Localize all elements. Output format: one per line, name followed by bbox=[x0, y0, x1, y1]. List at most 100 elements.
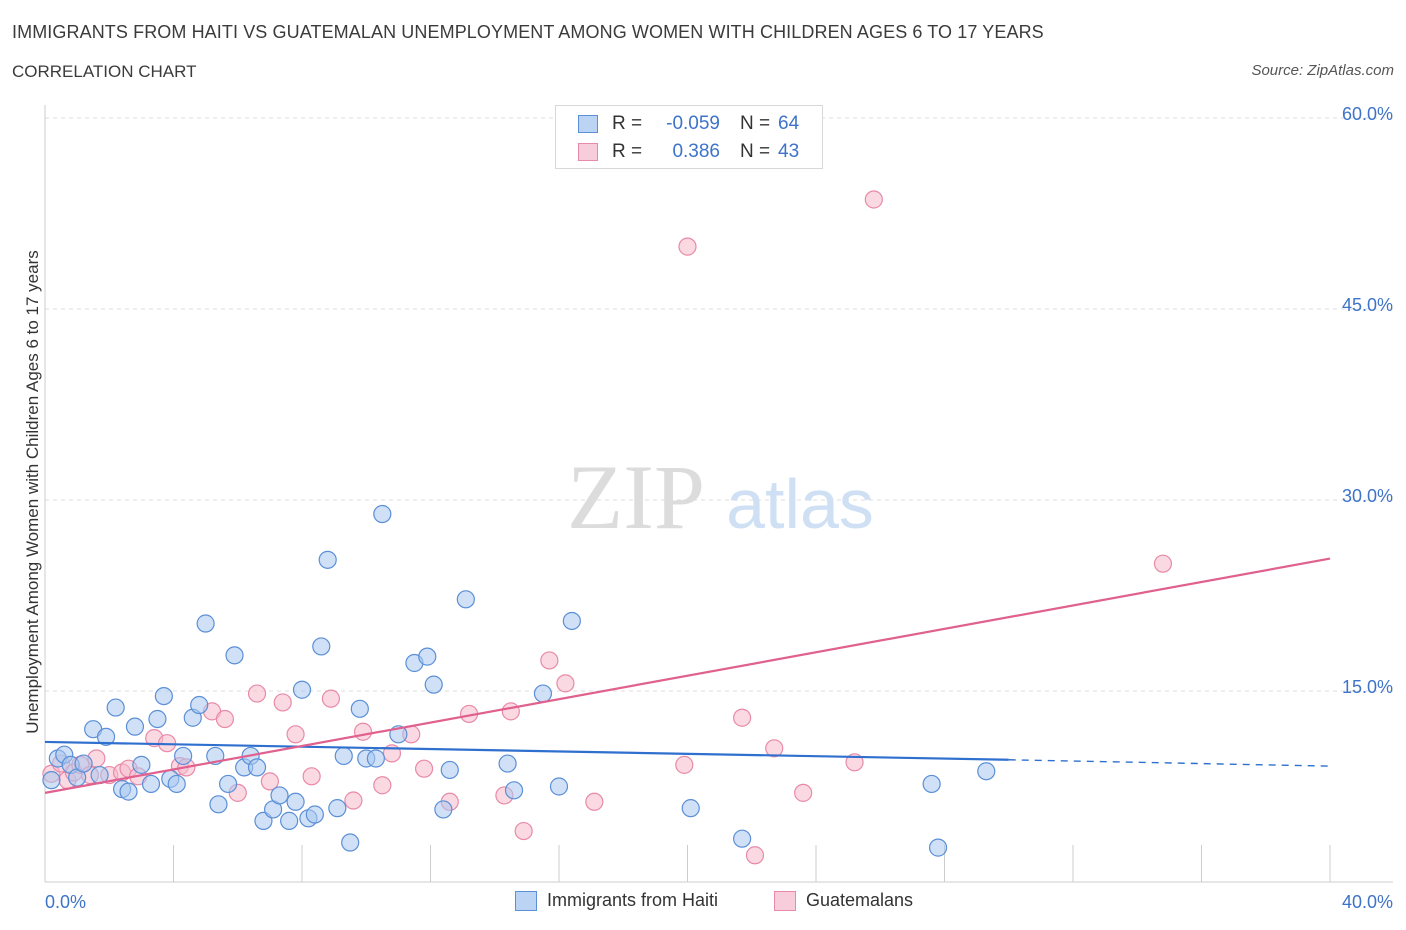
point-guatemalan bbox=[514, 821, 533, 841]
watermark: ZIP atlas bbox=[567, 446, 874, 548]
point-guatemalan bbox=[733, 708, 752, 727]
r-label: R = bbox=[612, 141, 643, 162]
point-guatemalan bbox=[247, 684, 267, 703]
r-value: -0.059 bbox=[666, 113, 720, 134]
point-haiti bbox=[366, 749, 385, 768]
legend-item-guatemalans[interactable]: Guatemalans bbox=[774, 890, 913, 911]
point-guatemalan bbox=[286, 725, 305, 744]
point-haiti bbox=[219, 774, 238, 794]
point-haiti bbox=[928, 838, 948, 857]
point-haiti bbox=[312, 637, 331, 656]
n-value: 64 bbox=[778, 113, 800, 134]
point-haiti bbox=[977, 762, 996, 781]
point-haiti bbox=[305, 805, 324, 824]
point-guatemalan bbox=[675, 755, 694, 774]
trend-line-haiti-extension bbox=[1008, 759, 1331, 767]
trend-line-guatemalans bbox=[44, 557, 1331, 794]
point-haiti bbox=[190, 695, 209, 715]
point-haiti bbox=[74, 754, 93, 773]
point-haiti bbox=[424, 675, 443, 694]
point-guatemalan bbox=[556, 674, 575, 693]
chart-title: IMMIGRANTS FROM HAITI VS GUATEMALAN UNEM… bbox=[12, 22, 1044, 42]
x-tick-label: 40.0% bbox=[1342, 892, 1393, 912]
trend-lines bbox=[44, 557, 1331, 794]
point-haiti bbox=[562, 611, 581, 631]
point-haiti bbox=[681, 799, 700, 818]
n-value: 43 bbox=[778, 141, 800, 162]
point-haiti bbox=[209, 795, 228, 814]
stats-row-haiti: R = -0.059 N = 64 bbox=[578, 112, 799, 136]
n-label: N = bbox=[740, 113, 771, 134]
watermark-atlas: atlas bbox=[726, 465, 874, 543]
point-haiti bbox=[270, 786, 289, 805]
point-haiti bbox=[174, 746, 193, 766]
point-haiti bbox=[280, 811, 299, 830]
point-haiti bbox=[498, 754, 517, 773]
point-haiti bbox=[504, 781, 524, 800]
grid bbox=[45, 117, 1393, 692]
point-haiti bbox=[733, 829, 752, 848]
haiti-swatch bbox=[515, 890, 537, 911]
point-haiti bbox=[341, 833, 360, 852]
point-haiti bbox=[42, 771, 61, 790]
n-label: N = bbox=[740, 141, 771, 162]
point-haiti bbox=[350, 699, 369, 718]
axis-labels: 15.0% 30.0% 45.0% 60.0% 0.0% 40.0% Unemploymen… bbox=[23, 104, 1393, 912]
source-credit: Source: ZipAtlas.com bbox=[1251, 62, 1394, 79]
point-guatemalan bbox=[344, 791, 363, 810]
trend-line-haiti bbox=[44, 740, 1009, 761]
point-haiti bbox=[196, 614, 215, 633]
point-guatemalan bbox=[302, 767, 321, 786]
point-haiti bbox=[292, 680, 312, 699]
stats-row-guatemalans: R = 0.386 N = 43 bbox=[578, 140, 799, 164]
point-guatemalan bbox=[414, 759, 434, 778]
point-haiti bbox=[456, 590, 475, 609]
point-guatemalan bbox=[273, 693, 292, 712]
watermark-zip: ZIP bbox=[567, 446, 705, 548]
point-haiti bbox=[328, 799, 347, 818]
point-guatemalan bbox=[794, 783, 813, 802]
point-haiti bbox=[318, 550, 337, 569]
chart-subtitle: CORRELATION CHART bbox=[12, 62, 197, 81]
point-guatemalan bbox=[373, 776, 392, 795]
r-value: 0.386 bbox=[672, 141, 720, 162]
point-haiti bbox=[434, 800, 453, 819]
point-haiti bbox=[247, 758, 267, 777]
point-haiti bbox=[418, 647, 437, 666]
point-haiti bbox=[119, 782, 138, 801]
point-guatemalan bbox=[864, 190, 883, 209]
point-haiti bbox=[167, 774, 186, 794]
y-tick-label: 30.0% bbox=[1342, 486, 1393, 506]
legend-label-haiti: Immigrants from Haiti bbox=[547, 890, 719, 910]
point-haiti bbox=[141, 774, 161, 794]
r-label: R = bbox=[612, 113, 643, 134]
haiti-swatch bbox=[578, 115, 598, 133]
y-tick-label: 60.0% bbox=[1342, 104, 1393, 124]
point-guatemalan bbox=[1153, 554, 1173, 573]
legend-item-haiti[interactable]: Immigrants from Haiti bbox=[515, 890, 718, 911]
y-tick-label: 45.0% bbox=[1342, 295, 1393, 315]
y-tick-label: 15.0% bbox=[1342, 677, 1393, 697]
point-haiti bbox=[148, 709, 167, 729]
point-guatemalan bbox=[678, 237, 697, 256]
stats-legend: R = -0.059 N = 64 R = 0.386 N = 43 bbox=[555, 105, 823, 169]
point-guatemalan bbox=[260, 772, 279, 791]
point-guatemalan bbox=[765, 739, 784, 758]
legend-label-guatemalans: Guatemalans bbox=[806, 890, 914, 910]
x-tick-label: 0.0% bbox=[45, 892, 86, 912]
point-guatemalan bbox=[353, 722, 373, 741]
point-haiti bbox=[132, 755, 151, 774]
point-guatemalan bbox=[540, 651, 559, 670]
point-haiti bbox=[286, 792, 305, 811]
point-haiti bbox=[533, 684, 553, 703]
point-guatemalan bbox=[585, 792, 604, 811]
point-haiti bbox=[106, 698, 125, 717]
point-guatemalan bbox=[321, 689, 341, 708]
point-guatemalan bbox=[501, 702, 520, 721]
point-haiti bbox=[334, 746, 353, 766]
point-haiti bbox=[225, 646, 244, 665]
point-haiti bbox=[125, 717, 145, 736]
y-axis-title: Unemployment Among Women with Children A… bbox=[23, 250, 42, 734]
point-haiti bbox=[154, 686, 173, 706]
